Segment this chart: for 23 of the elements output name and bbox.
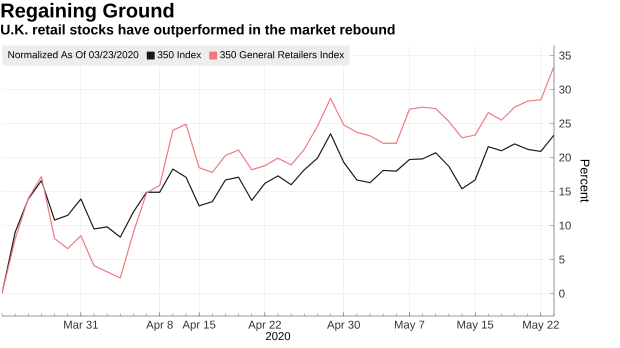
y-tick-label: 30 [559, 86, 571, 94]
x-axis-title: 2020 [266, 332, 290, 340]
x-tick-label: Apr 8 [146, 320, 173, 331]
legend-label: 350 General Retailers Index [220, 50, 344, 58]
y-tick-label: 20 [559, 154, 571, 162]
y-tick-label: 35 [559, 52, 571, 60]
x-tick-label: May 7 [394, 320, 424, 331]
legend-title: Normalized As Of 03/23/2020 [8, 50, 138, 58]
y-tick-label: 0 [559, 290, 565, 298]
x-tick-label: Mar 31 [64, 320, 98, 329]
x-tick-label: Apr 30 [327, 320, 360, 331]
x-tick-label: Apr 22 [248, 320, 281, 331]
x-tick-label: Apr 15 [182, 320, 216, 331]
y-tick-label: 10 [560, 222, 571, 230]
legend-label: 350 Index [158, 50, 202, 58]
y-tick-label: 25 [559, 120, 571, 128]
chart-title: Regaining Ground [2, 2, 174, 22]
x-tick-label: May 22 [523, 320, 559, 331]
y-tick-label: 5 [559, 256, 565, 264]
y-tick-label: 15 [560, 188, 571, 196]
x-tick-label: May 15 [457, 320, 494, 331]
chart-subtitle: U.K. retail stocks have outperformed in the market rebound [1, 24, 395, 38]
y-axis-title: Percent [580, 160, 590, 202]
